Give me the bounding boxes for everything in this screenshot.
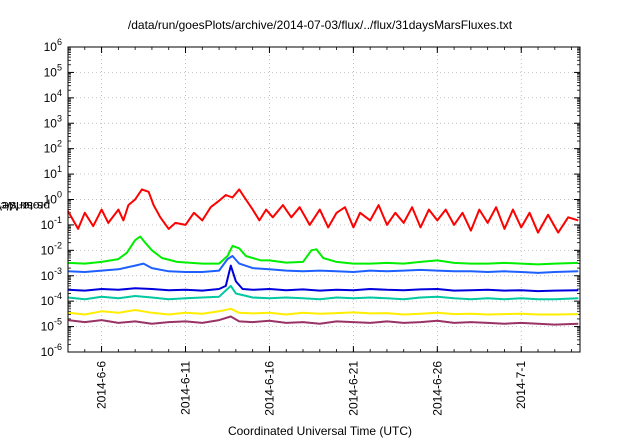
series-line <box>67 264 579 293</box>
y-tick-label: 104 <box>44 88 62 105</box>
chart-title: /data/run/goesPlots/archive/2014-07-03/f… <box>127 18 513 32</box>
y-tick-label: 10-3 <box>41 266 62 283</box>
y-tick-label: 105 <box>44 62 62 79</box>
x-tick-label: 2014-6-6 <box>95 361 109 409</box>
y-tick-label: 101 <box>44 164 62 181</box>
x-axis-title: Coordinated Universal Time (UTC) <box>227 424 413 438</box>
series-line <box>67 188 579 234</box>
y-tick-label: 10-2 <box>41 240 62 257</box>
y-tick-label: 10-1 <box>41 215 62 232</box>
y-tick-label: 103 <box>44 113 62 130</box>
x-tick-label: 2014-6-26 <box>430 361 444 416</box>
series-line <box>67 307 579 316</box>
series-line <box>67 235 579 266</box>
x-tick-label: 2014-7-1 <box>514 361 528 409</box>
x-tick-label: 2014-6-21 <box>346 361 360 416</box>
y-tick-label: 102 <box>44 139 62 156</box>
x-tick-label: 2014-6-16 <box>262 361 276 416</box>
y-tick-label: 10-4 <box>41 291 62 308</box>
y-tick-label: 100 <box>44 190 62 207</box>
y-tick-label: 10-6 <box>41 342 62 359</box>
x-tick-label: 2014-6-11 <box>179 361 193 415</box>
series-line <box>67 255 579 274</box>
series-line <box>67 284 579 301</box>
y-tick-label: 106 <box>44 37 62 54</box>
y-tick-label: 10-5 <box>41 317 62 334</box>
plot-frame <box>67 46 581 353</box>
series-line <box>67 315 579 326</box>
